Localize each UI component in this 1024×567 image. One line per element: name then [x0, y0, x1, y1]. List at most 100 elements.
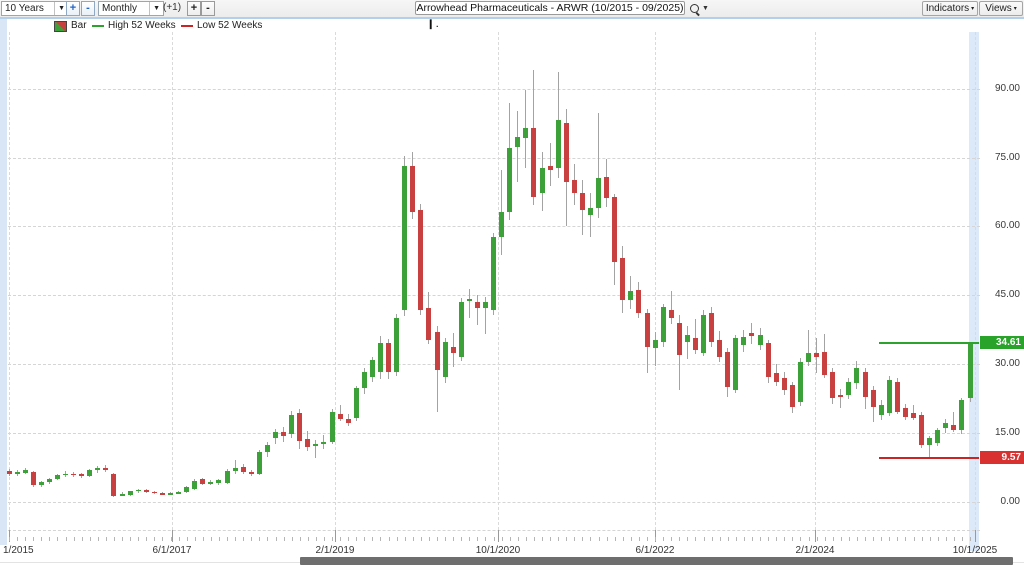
x-axis-tick: [768, 537, 770, 541]
x-axis-tick: [299, 537, 301, 541]
chevron-down-icon: ▼: [702, 4, 709, 12]
candle-body: [289, 414, 295, 434]
candle-body: [159, 493, 165, 495]
x-axis-tick: [267, 537, 269, 541]
candle-body: [264, 445, 270, 453]
chevron-down-icon: ▾: [971, 5, 975, 12]
x-axis-tick: [251, 537, 253, 541]
x-axis-tick: [307, 537, 309, 541]
candle-body: [313, 444, 319, 447]
candle-body: [789, 384, 795, 407]
x-axis-tick: [905, 537, 907, 541]
x-axis-tick: [404, 537, 406, 541]
candle-body: [111, 473, 117, 496]
x-axis-tick: [824, 537, 826, 541]
candle-body: [539, 167, 545, 193]
symbol-search[interactable]: ▼: [690, 1, 709, 15]
h-scrollbar-thumb[interactable]: [300, 557, 1013, 565]
v-gridline: [815, 32, 816, 530]
current-month-highlight: [969, 32, 979, 551]
range-zoom-in-button[interactable]: +: [66, 1, 80, 16]
candle-body: [353, 388, 359, 418]
candle-body: [119, 493, 125, 496]
candle-body: [208, 482, 214, 484]
candle-body: [644, 312, 650, 347]
period-minus-button[interactable]: -: [201, 1, 215, 16]
x-axis-tick: [105, 537, 107, 541]
x-axis-tick: [41, 537, 43, 541]
x-axis-major-tick: [335, 530, 336, 542]
candle-body: [321, 442, 327, 445]
x-axis-tick: [372, 537, 374, 541]
x-axis-tick: [122, 537, 124, 541]
candle-body: [135, 489, 141, 492]
x-axis-tick: [202, 537, 204, 541]
x-axis-tick: [275, 537, 277, 541]
candle-wick: [549, 142, 551, 186]
search-icon: [690, 3, 699, 13]
candle-wick: [929, 436, 931, 459]
x-axis-tick: [921, 537, 923, 541]
candle-body: [911, 412, 916, 418]
x-axis-tick: [445, 537, 447, 541]
y-axis-label: 45.00: [994, 289, 1020, 301]
candle-body: [184, 487, 190, 493]
x-axis-tick: [259, 537, 261, 541]
x-axis-tick: [501, 537, 503, 541]
candle-body: [426, 307, 432, 340]
v-gridline: [335, 32, 336, 530]
candle-body: [951, 424, 957, 430]
candle-body: [458, 301, 464, 357]
x-axis-tick: [574, 537, 576, 541]
x-axis-tick: [517, 537, 519, 541]
low-52w-badge: 9.57: [980, 451, 1024, 465]
x-axis-label: 6/1/2022: [635, 545, 675, 556]
candle-body: [482, 301, 488, 308]
candle-body: [71, 473, 77, 476]
x-axis-tick: [703, 537, 705, 541]
candle-wick: [694, 319, 696, 354]
indicators-button[interactable]: Indicators ▾: [922, 1, 978, 16]
x-axis-tick: [606, 537, 608, 541]
period-plus-button[interactable]: +: [187, 1, 201, 16]
x-axis-tick: [808, 537, 810, 541]
y-axis-label: 0.00: [1000, 496, 1020, 507]
y-axis-label: 60.00: [994, 220, 1020, 232]
candle-wick: [654, 331, 656, 366]
candle-body: [248, 472, 254, 474]
x-axis-tick: [832, 537, 834, 541]
candle-body: [757, 334, 763, 345]
x-axis-tick: [186, 537, 188, 541]
x-axis-label: 2/1/2019: [315, 545, 355, 556]
period-offset-label: (+1): [163, 2, 182, 13]
x-axis-tick: [558, 537, 560, 541]
candle-body: [297, 412, 303, 442]
candle-body: [596, 177, 602, 208]
candle-body: [466, 298, 472, 301]
x-axis-tick: [396, 537, 398, 541]
x-axis-tick: [929, 537, 931, 541]
x-axis-tick: [461, 537, 463, 541]
range-select[interactable]: 10 Years ▼: [1, 1, 69, 16]
period-select[interactable]: Monthly ▼: [98, 1, 164, 16]
candle-body: [386, 343, 392, 373]
candle-body: [967, 343, 973, 398]
x-axis-tick: [687, 537, 689, 541]
candle-body: [143, 489, 149, 492]
candle-body: [935, 429, 941, 443]
candle-wick: [686, 326, 688, 360]
h-gridline: [8, 364, 980, 366]
x-axis-tick: [194, 537, 196, 541]
x-axis-tick: [348, 537, 350, 541]
x-axis-tick: [138, 537, 140, 541]
candle-body: [862, 372, 868, 397]
views-button[interactable]: Views ▾: [979, 1, 1023, 16]
candle-body: [717, 339, 723, 357]
candle-body: [927, 438, 933, 446]
range-zoom-out-button[interactable]: -: [81, 1, 95, 16]
x-axis-tick: [840, 537, 842, 541]
y-axis-label: 15.00: [994, 427, 1020, 439]
symbol-title-box[interactable]: Arrowhead Pharmaceuticals - ARWR (10/201…: [415, 1, 685, 15]
candle-body: [725, 351, 731, 387]
candle-body: [822, 351, 828, 375]
